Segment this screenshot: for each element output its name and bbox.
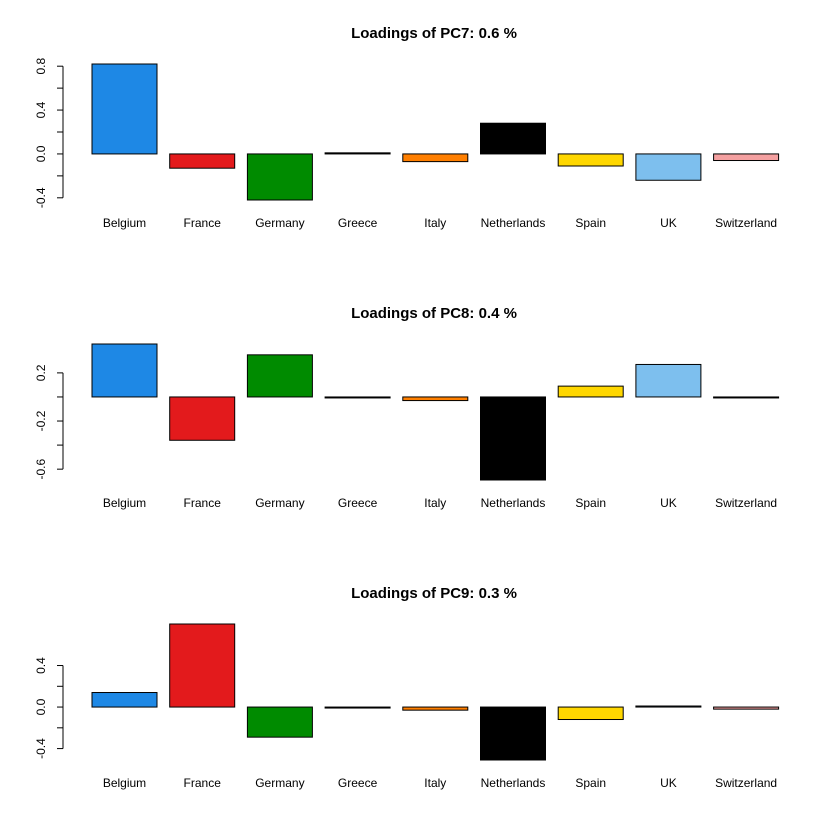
- category-label: Italy: [424, 496, 446, 510]
- category-label: Spain: [575, 216, 606, 230]
- category-label: Switzerland: [715, 776, 777, 790]
- bar-uk: [635, 363, 702, 398]
- y-tick-label: 0.2: [34, 364, 48, 381]
- bar-france: [169, 623, 236, 708]
- category-label: Belgium: [103, 216, 146, 230]
- category-label: UK: [660, 216, 677, 230]
- category-label: Spain: [575, 776, 606, 790]
- bar-uk: [635, 153, 702, 181]
- category-label: Netherlands: [481, 216, 546, 230]
- bar-italy: [402, 706, 469, 711]
- bar-germany: [246, 153, 313, 201]
- y-tick-label: 0.0: [34, 698, 48, 715]
- pc9-panel: Loadings of PC9: 0.3 % -0.4 0.0 0.4 Belgium…: [34, 585, 780, 790]
- category-label: Belgium: [103, 776, 146, 790]
- bar-netherlands: [480, 122, 546, 155]
- y-tick-label: 0.4: [34, 101, 48, 118]
- category-label: Belgium: [103, 496, 146, 510]
- category-label: UK: [660, 776, 677, 790]
- category-label: Italy: [424, 216, 446, 230]
- pc7-panel: Loadings of PC7: 0.6 % -0.4 0.0 0.4 0.8 Belg…: [34, 25, 780, 230]
- bar-italy: [402, 396, 469, 402]
- bar-uk: [635, 705, 702, 708]
- category-label: Germany: [255, 216, 304, 230]
- category-label: Spain: [575, 496, 606, 510]
- y-tick-label: -0.2: [34, 410, 48, 431]
- category-label: France: [184, 496, 222, 510]
- category-label: Switzerland: [715, 496, 777, 510]
- bar-belgium: [91, 692, 158, 708]
- bar-greece: [324, 706, 391, 709]
- bar-belgium: [91, 343, 158, 398]
- category-label: Germany: [255, 776, 304, 790]
- bar-spain: [557, 153, 624, 167]
- category-label: France: [184, 776, 222, 790]
- bar-france: [169, 153, 236, 169]
- bar-switzerland: [713, 153, 780, 162]
- category-label: Greece: [338, 776, 378, 790]
- y-tick-label: 0.0: [34, 145, 48, 162]
- category-label: Greece: [338, 496, 378, 510]
- bar-spain: [557, 385, 624, 398]
- category-label: Italy: [424, 776, 446, 790]
- chart-title: Loadings of PC7: 0.6 %: [351, 25, 517, 42]
- pc8-panel: Loadings of PC8: 0.4 % -0.6 -0.2 0.2 Belgiu…: [34, 305, 780, 510]
- chart-title: Loadings of PC9: 0.3 %: [351, 585, 517, 602]
- chart-title: Loadings of PC8: 0.4 %: [351, 305, 517, 322]
- y-tick-label: 0.8: [34, 58, 48, 75]
- y-tick-label: -0.4: [34, 187, 48, 208]
- bar-germany: [246, 706, 313, 738]
- category-label: Netherlands: [481, 496, 546, 510]
- y-tick-label: -0.4: [34, 738, 48, 759]
- y-tick-label: -0.6: [34, 459, 48, 480]
- bar-italy: [402, 153, 469, 163]
- bar-switzerland: [713, 396, 780, 399]
- category-label: Greece: [338, 216, 378, 230]
- y-tick-label: 0.4: [34, 657, 48, 674]
- bar-germany: [246, 354, 313, 398]
- bar-greece: [324, 396, 391, 399]
- bar-spain: [557, 706, 624, 721]
- bar-switzerland: [713, 706, 780, 710]
- bar-belgium: [91, 63, 158, 155]
- bar-netherlands: [480, 396, 546, 481]
- category-label: Netherlands: [481, 776, 546, 790]
- bar-france: [169, 396, 236, 441]
- category-label: Germany: [255, 496, 304, 510]
- bar-greece: [324, 152, 391, 155]
- bar-netherlands: [480, 706, 546, 761]
- category-label: France: [184, 216, 222, 230]
- category-label: UK: [660, 496, 677, 510]
- category-label: Switzerland: [715, 216, 777, 230]
